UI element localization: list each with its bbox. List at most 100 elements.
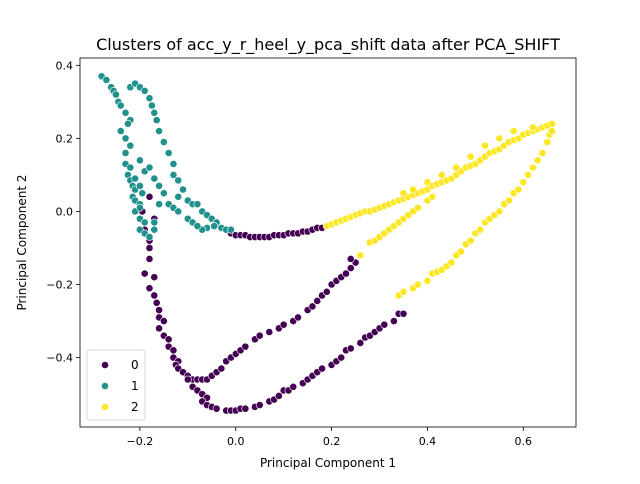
chart-title: Clusters of acc_y_r_heel_y_pca_shift dat… bbox=[96, 35, 560, 55]
data-point bbox=[155, 127, 163, 135]
x-tick-label: 0.2 bbox=[323, 435, 341, 448]
legend-box bbox=[86, 349, 146, 421]
data-point bbox=[399, 287, 408, 296]
data-point bbox=[423, 178, 432, 187]
data-point bbox=[145, 244, 154, 252]
data-point bbox=[514, 185, 523, 194]
data-point bbox=[528, 123, 537, 132]
data-point bbox=[466, 152, 475, 161]
data-point bbox=[112, 90, 120, 99]
data-point bbox=[150, 218, 159, 227]
data-point bbox=[241, 404, 250, 413]
data-point bbox=[150, 225, 159, 234]
data-point bbox=[150, 108, 159, 117]
data-point bbox=[174, 176, 183, 185]
data-point bbox=[145, 163, 154, 172]
data-point bbox=[255, 331, 264, 340]
data-point bbox=[466, 236, 475, 245]
data-point bbox=[519, 178, 528, 187]
data-point bbox=[169, 171, 178, 179]
data-point bbox=[124, 119, 132, 128]
data-point bbox=[476, 225, 485, 234]
data-point bbox=[147, 101, 156, 110]
data-point bbox=[159, 317, 168, 325]
x-tick-label: 0.6 bbox=[515, 435, 533, 448]
plot-area bbox=[79, 57, 577, 428]
y-tick-label: 0.0 bbox=[56, 205, 74, 218]
legend-label: 2 bbox=[131, 400, 139, 414]
data-point bbox=[265, 328, 274, 336]
legend-entries: 0 1 2 bbox=[101, 358, 139, 414]
data-point bbox=[342, 269, 350, 278]
y-tick-label: −0.2 bbox=[46, 279, 73, 292]
data-point bbox=[145, 284, 154, 293]
data-point bbox=[318, 364, 326, 373]
data-point bbox=[135, 156, 144, 165]
data-point bbox=[543, 138, 552, 146]
data-point bbox=[145, 192, 154, 201]
data-point bbox=[346, 264, 355, 272]
data-point bbox=[356, 339, 365, 347]
data-point bbox=[528, 163, 537, 172]
data-point bbox=[538, 149, 547, 157]
data-point bbox=[193, 222, 202, 230]
data-point bbox=[481, 141, 489, 150]
data-point bbox=[116, 127, 125, 135]
data-point bbox=[183, 375, 192, 384]
data-point bbox=[399, 189, 408, 198]
data-point bbox=[135, 181, 144, 190]
x-tick-label: 0.0 bbox=[227, 435, 245, 448]
data-point bbox=[155, 181, 163, 190]
data-point bbox=[437, 171, 446, 179]
data-point bbox=[164, 335, 173, 344]
data-point bbox=[145, 255, 154, 263]
data-point bbox=[174, 207, 183, 216]
data-point bbox=[164, 149, 173, 157]
data-point bbox=[121, 134, 130, 143]
data-point bbox=[135, 203, 144, 212]
data-point bbox=[140, 86, 149, 95]
data-point bbox=[210, 222, 219, 230]
legend-marker bbox=[101, 361, 109, 369]
legend-label: 0 bbox=[131, 358, 139, 372]
data-point bbox=[159, 138, 168, 146]
data-point bbox=[116, 101, 125, 110]
data-point bbox=[356, 251, 365, 260]
data-point bbox=[159, 189, 168, 198]
data-point bbox=[423, 276, 432, 285]
data-point bbox=[413, 203, 422, 212]
data-point bbox=[346, 255, 355, 263]
x-tick-label: −0.2 bbox=[127, 435, 154, 448]
data-point bbox=[294, 313, 302, 322]
series-0 bbox=[138, 192, 408, 415]
data-point bbox=[380, 320, 389, 329]
data-point bbox=[289, 382, 298, 391]
legend: 0 1 2 bbox=[86, 349, 146, 421]
data-point bbox=[150, 174, 159, 183]
x-axis-label: Principal Component 1 bbox=[260, 456, 396, 470]
data-point bbox=[227, 225, 235, 234]
data-point bbox=[212, 404, 221, 413]
legend-marker bbox=[101, 382, 109, 390]
data-point bbox=[102, 76, 111, 84]
data-point bbox=[533, 156, 542, 165]
x-axis: −0.2 0.0 0.2 0.4 0.6 bbox=[127, 427, 532, 448]
data-point bbox=[150, 273, 159, 282]
data-point bbox=[150, 291, 159, 300]
data-point bbox=[193, 200, 202, 209]
data-point bbox=[169, 160, 178, 168]
data-point bbox=[126, 141, 135, 150]
data-point bbox=[495, 134, 504, 143]
data-point bbox=[138, 189, 147, 198]
y-tick-label: −0.4 bbox=[46, 352, 73, 365]
x-tick-label: 0.4 bbox=[419, 435, 437, 448]
data-point bbox=[313, 297, 322, 305]
data-point bbox=[145, 233, 154, 241]
data-point bbox=[457, 247, 465, 256]
data-point bbox=[524, 171, 532, 179]
data-point bbox=[140, 218, 149, 227]
data-point bbox=[131, 174, 140, 183]
plot-frame bbox=[79, 57, 577, 428]
data-point bbox=[399, 309, 408, 318]
